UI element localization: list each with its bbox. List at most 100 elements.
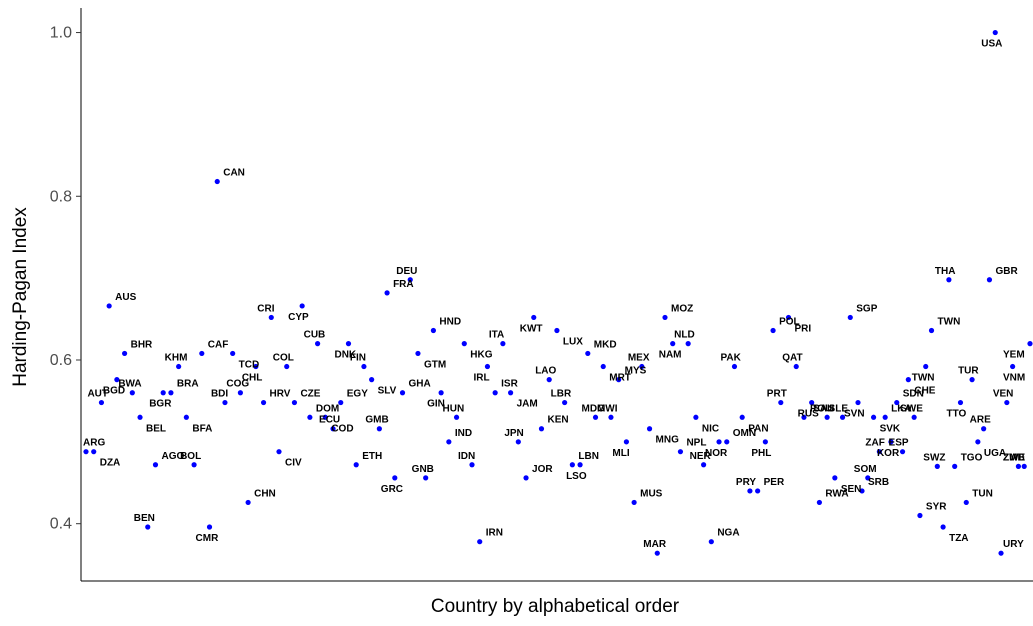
point-label: IRL (473, 373, 489, 384)
data-point (963, 499, 969, 506)
data-point (307, 414, 313, 420)
data-point (384, 290, 390, 296)
point-label: ECU (319, 415, 340, 426)
data-point (222, 399, 228, 406)
point-label: VNM (1003, 373, 1025, 384)
point-label: TGO (961, 452, 983, 463)
data-point (1015, 463, 1022, 469)
point-label: SDN (903, 389, 924, 400)
data-point (176, 363, 182, 370)
point-label: MLI (612, 448, 629, 459)
data-point (952, 463, 958, 469)
data-point (268, 314, 274, 321)
point-label: MUS (640, 488, 663, 499)
data-point (894, 399, 900, 406)
data-point (137, 414, 143, 420)
data-point (824, 414, 830, 420)
data-point (469, 462, 475, 468)
point-label: IRN (486, 528, 503, 539)
data-point (986, 277, 993, 283)
point-label: PAK (720, 353, 741, 364)
data-point (923, 363, 929, 370)
data-point (315, 341, 321, 347)
point-label: RUS (798, 409, 819, 420)
point-label: SOM (854, 464, 877, 475)
point-label: GNB (412, 464, 434, 475)
point-label: GTM (424, 359, 446, 370)
point-label: MDG (582, 403, 606, 414)
point-label: GRC (381, 484, 403, 495)
data-point (399, 390, 406, 396)
point-label: IND (455, 428, 472, 439)
point-label: BGR (149, 399, 172, 410)
point-label: BDI (211, 389, 228, 400)
point-label: ZWE (1003, 452, 1026, 463)
point-label: CAN (223, 168, 245, 179)
point-label: LAO (535, 366, 556, 377)
point-labels: ARG DZA AUT AUS BGD BHR BWA BEL BEN AGO BGR BRA KHM B… (83, 39, 1026, 551)
data-point (407, 277, 413, 283)
point-label: LUX (563, 337, 583, 348)
data-point (946, 277, 952, 283)
data-point (654, 550, 660, 556)
point-label: IDN (458, 451, 475, 462)
data-point (785, 314, 792, 321)
point-label: MWI (597, 403, 618, 414)
data-point (508, 390, 514, 396)
point-label: CMR (196, 533, 220, 544)
point-label: SWZ (923, 452, 945, 463)
point-label: PHL (751, 448, 771, 459)
point-label: OMN (733, 428, 756, 439)
data-point (523, 475, 529, 481)
point-label: AUS (115, 292, 136, 303)
data-point (1010, 363, 1016, 370)
data-point (616, 377, 622, 383)
data-point (905, 377, 911, 383)
point-label: NAM (659, 350, 682, 361)
point-label: QAT (782, 353, 802, 364)
point-label: TUR (958, 366, 979, 377)
point-label: TWN (938, 317, 961, 328)
data-point (839, 414, 846, 420)
point-label: FIN (350, 353, 366, 364)
data-point (685, 341, 691, 347)
data-point (114, 377, 120, 383)
data-point (1004, 399, 1010, 406)
data-point (882, 414, 888, 420)
data-point (361, 363, 367, 370)
point-label: MAR (643, 539, 667, 550)
data-point (183, 414, 189, 420)
data-point (199, 350, 205, 357)
data-point (461, 341, 467, 347)
point-label: BRA (177, 379, 199, 390)
data-point (917, 512, 923, 519)
point-label: KOR (877, 448, 900, 459)
data-point (546, 377, 552, 383)
data-point (538, 426, 545, 432)
data-point (338, 399, 344, 406)
point-label: NPL (686, 438, 706, 449)
point-label: VEN (993, 389, 1014, 400)
data-point (477, 539, 483, 545)
data-point (701, 462, 707, 468)
point-label: ZMB (1003, 452, 1025, 463)
data-point (106, 303, 112, 309)
data-point (145, 524, 151, 530)
point-label: DOM (316, 403, 339, 414)
data-point (562, 399, 568, 406)
point-label: NGA (717, 528, 739, 539)
point-label: URY (1003, 539, 1024, 550)
point-label: PAN (748, 423, 768, 434)
data-point (662, 314, 668, 321)
point-label: CYP (288, 312, 309, 323)
y-axis-title: Harding-Pagan Index (10, 207, 31, 387)
point-label: GIN (427, 399, 445, 410)
point-label: PER (764, 477, 785, 488)
data-point (415, 350, 421, 357)
point-label: HUN (443, 403, 465, 414)
point-label: NIC (702, 423, 719, 434)
axes: 0.4 0.6 0.8 1.0 (50, 8, 1033, 582)
point-label: ROU (810, 403, 832, 414)
data-point (816, 499, 823, 506)
point-label: ESP (889, 438, 909, 449)
